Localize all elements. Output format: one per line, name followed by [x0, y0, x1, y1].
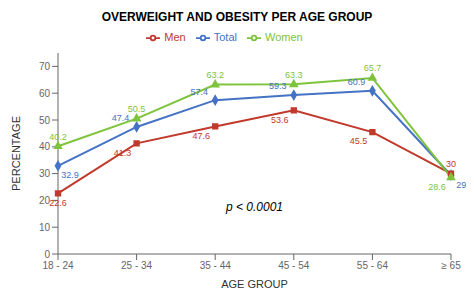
svg-text:20: 20 [38, 194, 50, 206]
svg-text:PERCENTAGE: PERCENTAGE [10, 116, 22, 191]
svg-text:45 - 54: 45 - 54 [278, 260, 310, 271]
svg-text:30: 30 [446, 159, 456, 169]
svg-text:53.6: 53.6 [271, 115, 289, 125]
svg-text:50.5: 50.5 [128, 104, 146, 114]
svg-text:32.9: 32.9 [61, 170, 79, 180]
svg-text:40.2: 40.2 [49, 132, 67, 142]
svg-text:≥ 65: ≥ 65 [441, 260, 461, 271]
svg-text:60.9: 60.9 [348, 77, 366, 87]
html-text:Total: Total [213, 31, 237, 43]
svg-text:0: 0 [44, 249, 50, 260]
svg-text:18 - 24: 18 - 24 [42, 260, 74, 271]
svg-text:63.3: 63.3 [285, 70, 303, 80]
svg-text:55 - 64: 55 - 64 [357, 260, 389, 271]
svg-text:29.4: 29.4 [456, 180, 466, 190]
svg-text:10: 10 [39, 222, 51, 233]
svg-text:28.6: 28.6 [428, 182, 446, 192]
html-text:p < 0.0001: p < 0.0001 [226, 199, 283, 214]
html-text:Men: Men [164, 31, 186, 43]
svg-text:47.6: 47.6 [192, 131, 210, 141]
svg-text:60: 60 [39, 88, 51, 99]
svg-text:50: 50 [39, 115, 51, 126]
svg-text:22.6: 22.6 [49, 198, 67, 208]
svg-text:35 - 44: 35 - 44 [200, 260, 232, 271]
svg-text:59.3: 59.3 [269, 81, 287, 91]
svg-text:57.4: 57.4 [190, 87, 208, 97]
html-text:Women: Women [265, 31, 303, 43]
svg-text:41.3: 41.3 [114, 148, 132, 158]
svg-text:65.7: 65.7 [364, 63, 382, 73]
svg-text:40: 40 [39, 141, 51, 152]
svg-text:25 - 34: 25 - 34 [121, 260, 153, 271]
svg-text:70: 70 [39, 61, 51, 72]
svg-text:30: 30 [39, 168, 51, 179]
svg-text:45.5: 45.5 [350, 136, 368, 146]
svg-text:63.2: 63.2 [206, 70, 224, 80]
svg-text:47.4: 47.4 [112, 113, 130, 123]
html-text:OVERWEIGHT AND OBESITY PER AGE: OVERWEIGHT AND OBESITY PER AGE GROUP [101, 10, 373, 24]
svg-text:AGE GROUP: AGE GROUP [221, 278, 288, 290]
